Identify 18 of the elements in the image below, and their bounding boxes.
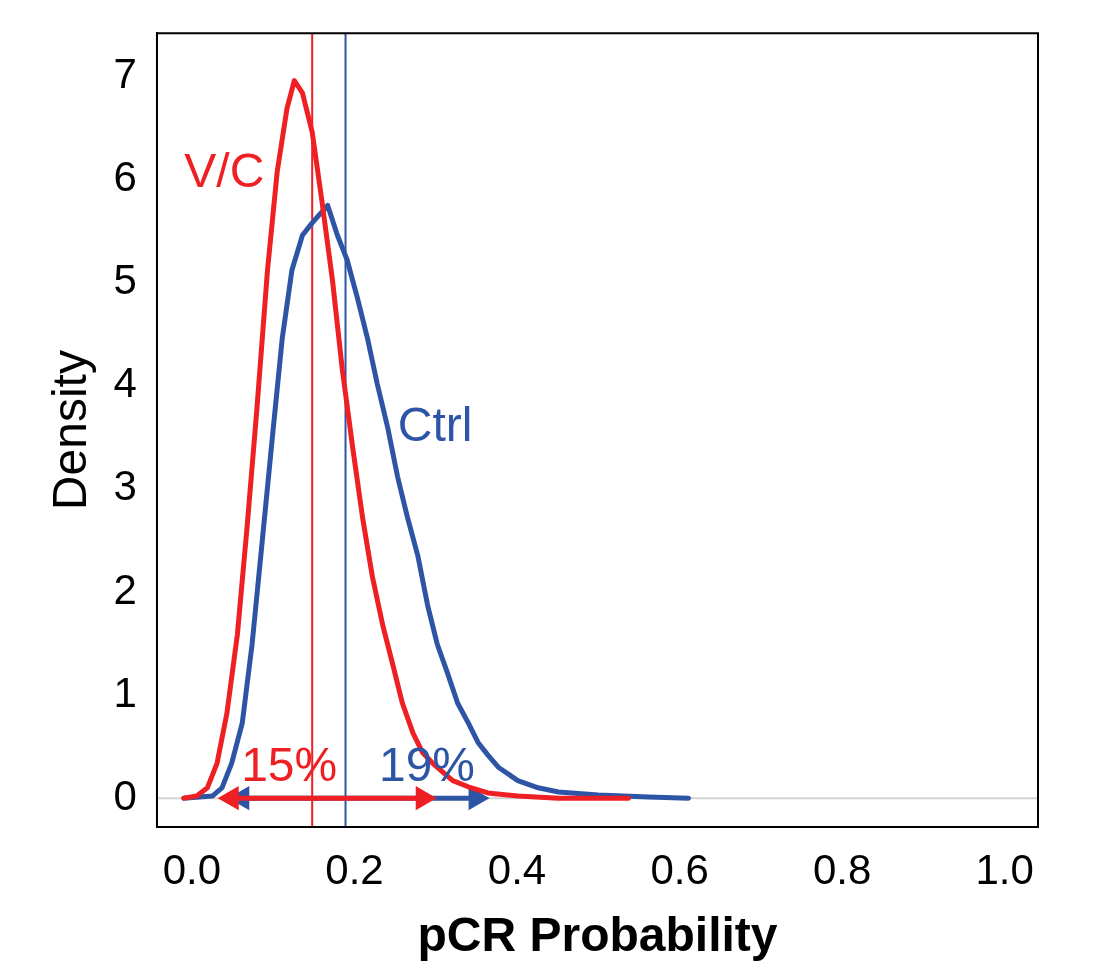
series-label: Ctrl xyxy=(397,398,473,452)
y-tick-label: 1 xyxy=(113,668,137,716)
x-tick-label: 0.8 xyxy=(812,845,872,893)
y-tick-label: 6 xyxy=(113,153,137,201)
y-tick-label: 3 xyxy=(113,462,137,510)
x-axis-title: pCR Probability xyxy=(417,908,778,962)
y-axis-title: Density xyxy=(43,350,97,511)
series-label: V/C xyxy=(184,144,265,198)
y-tick-label: 7 xyxy=(113,50,137,98)
y-tick-label: 4 xyxy=(113,359,137,407)
x-tick-label: 0.2 xyxy=(325,845,384,893)
x-tick-label: 1.0 xyxy=(975,845,1034,893)
y-tick-label: 0 xyxy=(113,771,137,819)
x-tick-label: 0.0 xyxy=(162,845,222,893)
y-tick-label: 5 xyxy=(113,256,137,304)
x-tick-label: 0.6 xyxy=(650,845,709,893)
x-tick-label: 0.4 xyxy=(487,845,547,893)
y-tick-label: 2 xyxy=(113,565,137,613)
